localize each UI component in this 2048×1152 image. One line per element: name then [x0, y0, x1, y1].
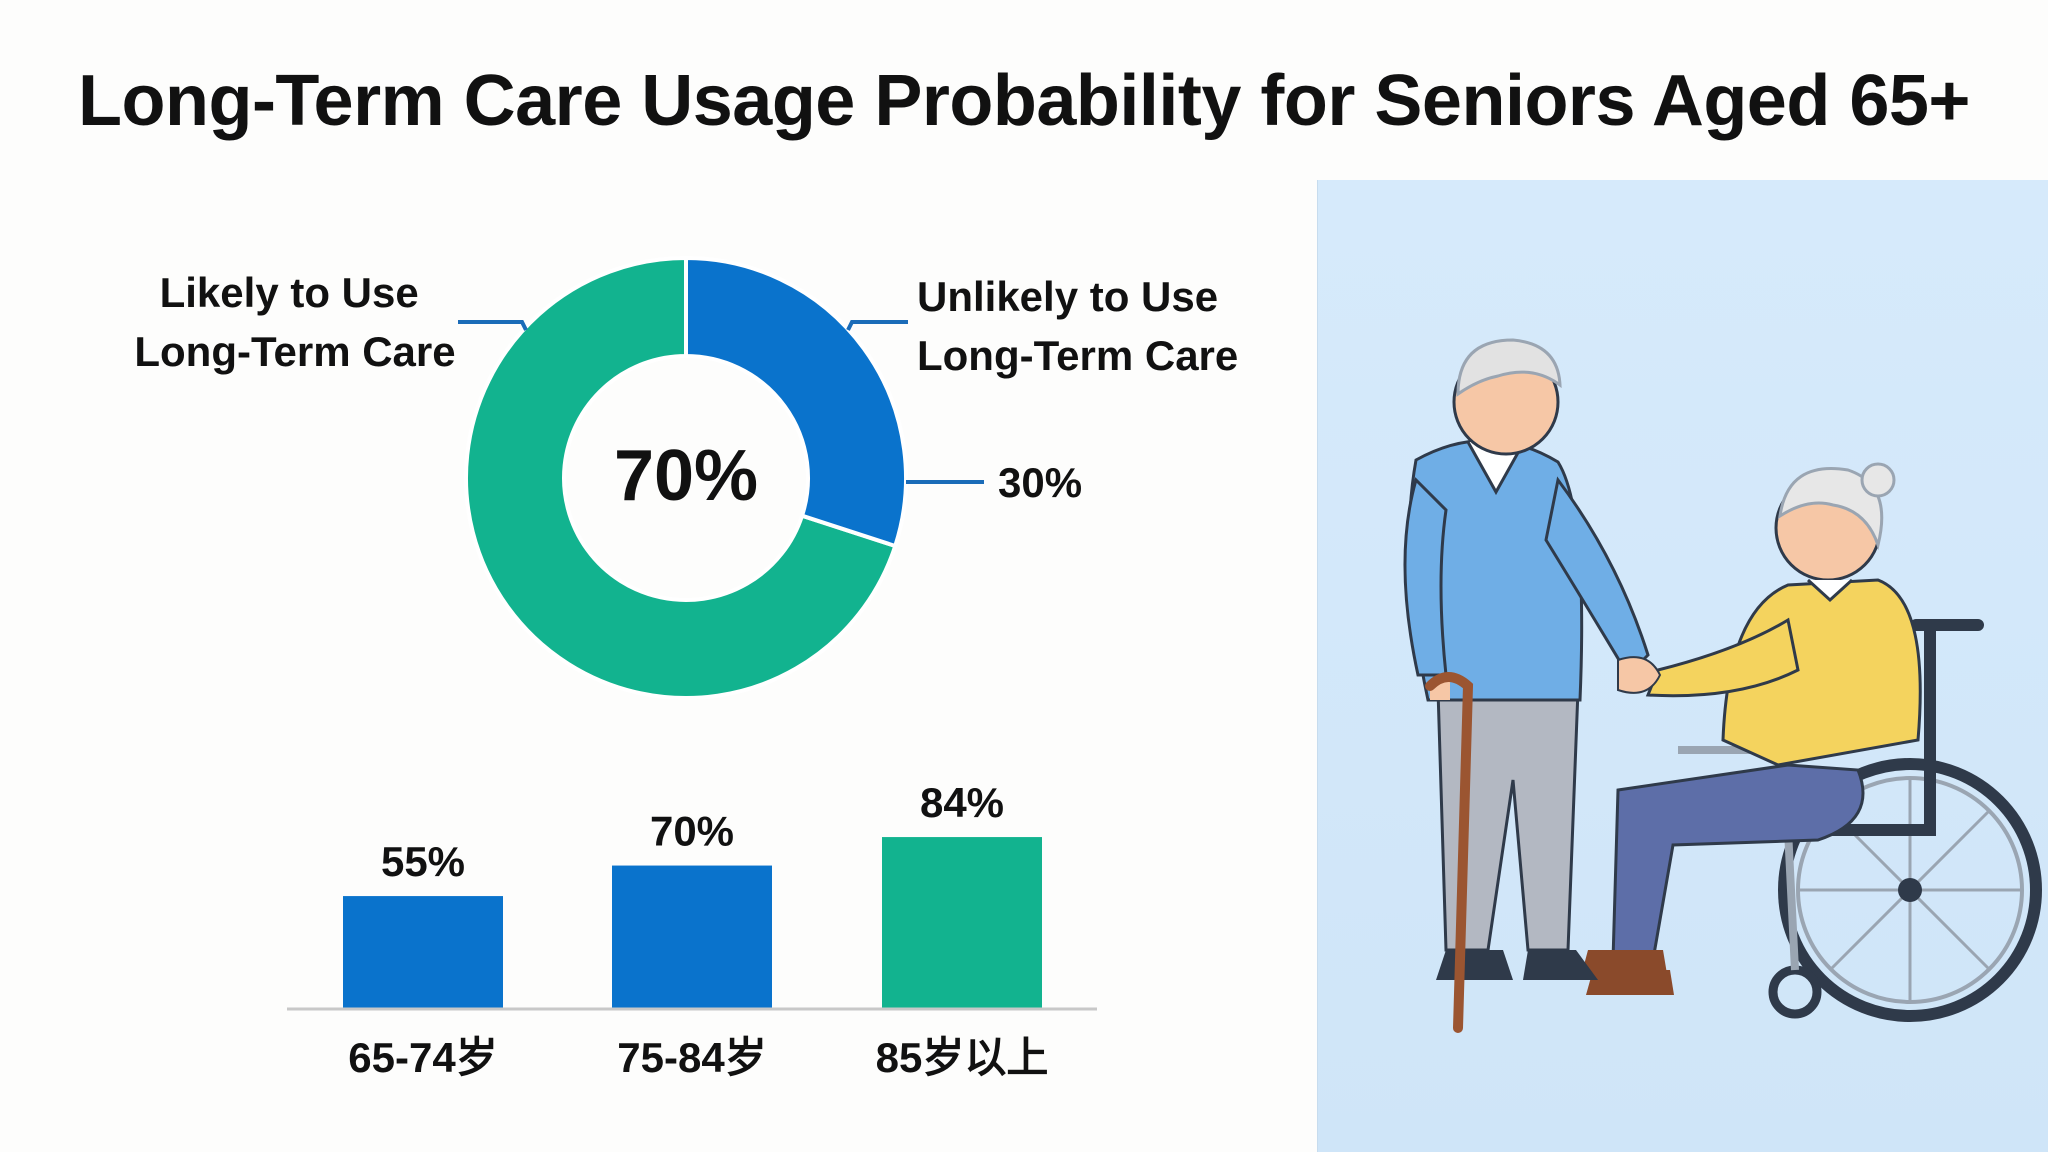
bar-category-label-2: 75-84岁	[617, 1034, 766, 1081]
bar-value-label-1: 55%	[381, 838, 465, 885]
donut-chart: 70% Likely to Use Long-Term Care Unlikel…	[134, 255, 1238, 700]
bar-chart: 55% 65-74岁 70% 75-84岁 84% 85岁以上	[287, 779, 1097, 1081]
bar-category-label-1: 65-74岁	[348, 1034, 497, 1081]
slice-label-unlikely-line-1: Unlikely to Use	[917, 273, 1218, 320]
slice-value-label-unlikely: 30%	[998, 459, 1082, 506]
bar-category-label-3: 85岁以上	[876, 1034, 1049, 1081]
slice-label-likely-line-2: Long-Term Care	[134, 328, 455, 375]
slice-label-unlikely: Unlikely to Use Long-Term Care	[917, 273, 1238, 379]
elderly-woman-icon	[1580, 462, 1922, 995]
caregiver-illustration	[1317, 180, 2048, 1152]
donut-slice-likely	[464, 255, 898, 700]
bar-1	[343, 896, 503, 1008]
donut-slice-unlikely	[684, 255, 908, 549]
slice-label-unlikely-line-2: Long-Term Care	[917, 332, 1238, 379]
slice-label-likely: Likely to Use Long-Term Care	[134, 269, 455, 375]
elderly-man-icon	[1403, 338, 1662, 980]
bar-2	[612, 865, 772, 1008]
donut-center-label: 70%	[614, 436, 758, 516]
bar-value-label-2: 70%	[650, 808, 734, 855]
bar-3	[882, 837, 1042, 1008]
slice-label-likely-line-1: Likely to Use	[160, 269, 419, 316]
elderly-couple-icon	[1403, 338, 2042, 1033]
leader-line-likely	[458, 320, 528, 331]
leader-line-unlikely	[846, 320, 908, 331]
page-title: Long-Term Care Usage Probability for Sen…	[78, 61, 1970, 141]
bar-value-label-3: 84%	[920, 779, 1004, 826]
cane-icon	[1425, 672, 1474, 1033]
